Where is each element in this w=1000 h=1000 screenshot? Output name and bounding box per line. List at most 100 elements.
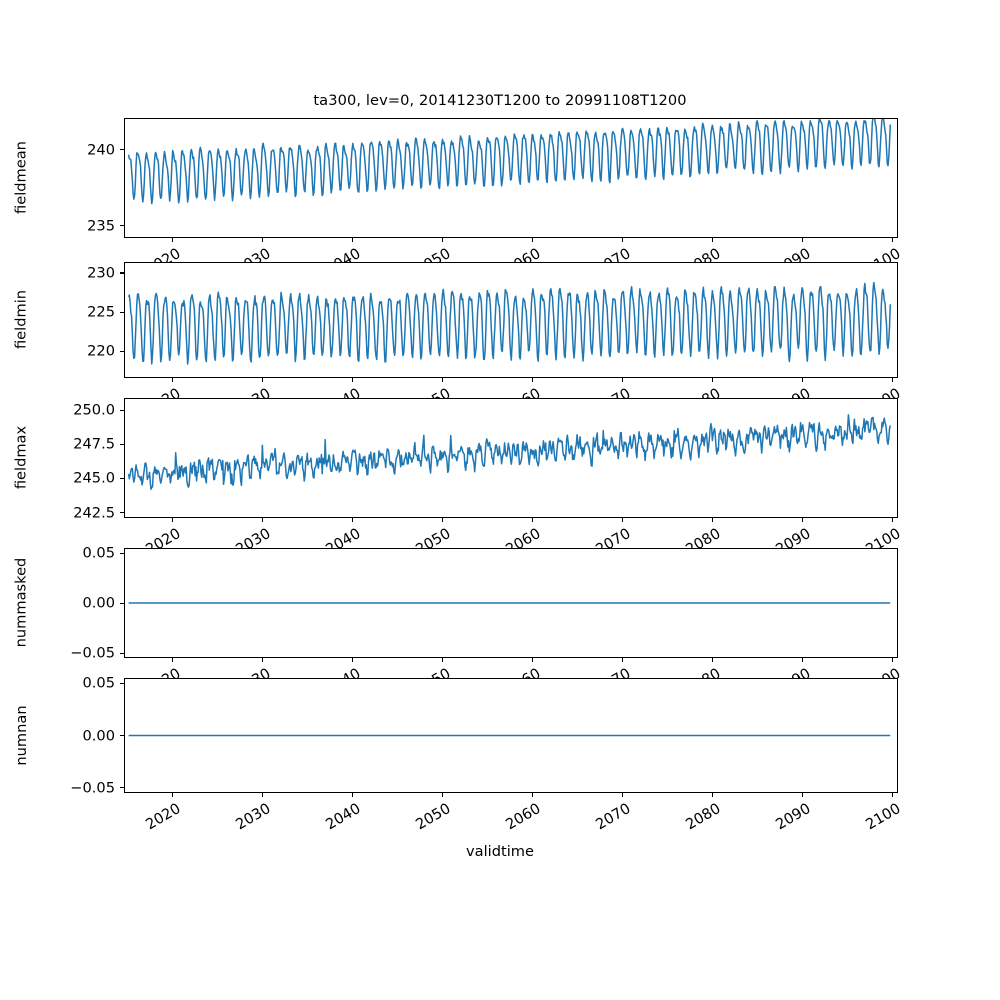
y-tick-mark-numnan-2 — [120, 682, 124, 684]
y-tick-mark-fieldmin-1 — [120, 311, 124, 313]
x-tick-mark-fieldmean-8 — [892, 238, 894, 242]
x-tick-label-numnan-3: 2050 — [412, 800, 454, 834]
x-tick-mark-fieldmean-7 — [802, 238, 804, 242]
x-tick-mark-fieldmean-1 — [262, 238, 264, 242]
x-tick-mark-fieldmax-5 — [622, 518, 624, 522]
x-tick-mark-fieldmin-8 — [892, 378, 894, 382]
plot-panel-fieldmean — [124, 118, 898, 238]
plot-panel-nummasked — [124, 548, 898, 658]
data-line-fieldmin — [129, 283, 891, 364]
y-tick-mark-fieldmean-0 — [120, 225, 124, 227]
x-tick-mark-numnan-4 — [532, 793, 534, 797]
figure-title: ta300, lev=0, 20141230T1200 to 20991108T… — [313, 92, 687, 109]
y-tick-label-nummasked-1: 0.00 — [82, 594, 116, 612]
plot-line-area-fieldmin — [125, 263, 897, 377]
plot-panel-numnan — [124, 678, 898, 793]
x-tick-mark-fieldmax-1 — [262, 518, 264, 522]
x-tick-mark-fieldmax-2 — [352, 518, 354, 522]
y-tick-label-fieldmax-2: 247.5 — [73, 435, 115, 453]
x-axis-label: validtime — [466, 843, 534, 860]
y-tick-mark-nummasked-0 — [120, 652, 124, 654]
y-tick-label-fieldmean-1: 240 — [87, 141, 115, 159]
y-tick-label-fieldmax-3: 250.0 — [73, 401, 115, 419]
x-tick-label-numnan-0: 2020 — [142, 800, 184, 834]
y-tick-mark-numnan-0 — [120, 787, 124, 789]
x-tick-mark-fieldmax-4 — [532, 518, 534, 522]
y-tick-mark-fieldmin-0 — [120, 350, 124, 352]
x-tick-mark-nummasked-6 — [712, 658, 714, 662]
x-tick-mark-fieldmin-3 — [442, 378, 444, 382]
x-tick-mark-fieldmax-7 — [802, 518, 804, 522]
plot-line-area-fieldmax — [125, 399, 897, 517]
x-tick-mark-nummasked-3 — [442, 658, 444, 662]
x-tick-mark-nummasked-7 — [802, 658, 804, 662]
x-tick-mark-fieldmax-6 — [712, 518, 714, 522]
y-tick-mark-fieldmean-1 — [120, 149, 124, 151]
x-tick-label-numnan-7: 2090 — [772, 800, 814, 834]
x-tick-mark-nummasked-4 — [532, 658, 534, 662]
y-tick-mark-fieldmax-1 — [120, 477, 124, 480]
x-tick-mark-fieldmean-2 — [352, 238, 354, 242]
x-tick-mark-numnan-0 — [172, 793, 174, 797]
x-tick-mark-fieldmean-6 — [712, 238, 714, 242]
x-tick-label-numnan-2: 2040 — [322, 800, 364, 834]
x-tick-mark-fieldmax-8 — [892, 518, 894, 522]
y-tick-mark-nummasked-2 — [120, 552, 124, 554]
plot-panel-fieldmax — [124, 398, 898, 518]
x-tick-label-numnan-5: 2070 — [592, 800, 634, 834]
y-tick-label-fieldmin-0: 220 — [87, 342, 115, 360]
x-tick-mark-fieldmean-0 — [172, 238, 174, 242]
y-axis-label-fieldmax: fieldmax — [12, 425, 30, 490]
y-tick-label-numnan-0: −0.05 — [70, 779, 115, 797]
x-tick-mark-nummasked-8 — [892, 658, 894, 662]
y-tick-label-fieldmin-1: 225 — [87, 303, 115, 321]
x-tick-mark-numnan-3 — [442, 793, 444, 797]
x-tick-label-numnan-1: 2030 — [232, 800, 274, 834]
x-tick-mark-numnan-2 — [352, 793, 354, 797]
x-tick-mark-fieldmin-4 — [532, 378, 534, 382]
y-tick-mark-fieldmax-2 — [120, 443, 124, 445]
x-tick-mark-fieldmean-4 — [532, 238, 534, 242]
data-line-fieldmean — [129, 119, 891, 204]
plot-line-area-nummasked — [125, 549, 897, 657]
y-tick-mark-fieldmax-3 — [120, 409, 124, 411]
y-tick-label-fieldmax-0: 242.5 — [73, 504, 115, 522]
x-tick-mark-fieldmin-2 — [352, 378, 354, 382]
y-tick-mark-fieldmin-2 — [120, 272, 124, 274]
x-tick-mark-fieldmin-0 — [172, 378, 174, 382]
x-tick-mark-fieldmin-7 — [802, 378, 804, 382]
y-axis-label-fieldmean: fieldmean — [12, 141, 30, 214]
y-tick-label-fieldmax-1: 245.0 — [73, 469, 115, 487]
plot-line-area-numnan — [125, 679, 897, 792]
x-tick-mark-fieldmax-0 — [172, 518, 174, 522]
y-tick-mark-numnan-1 — [120, 735, 124, 737]
y-tick-label-fieldmin-2: 230 — [87, 264, 115, 282]
x-tick-mark-fieldmean-3 — [442, 238, 444, 242]
plot-panel-fieldmin — [124, 262, 898, 378]
x-tick-mark-numnan-5 — [622, 793, 624, 797]
x-tick-mark-fieldmin-5 — [622, 378, 624, 382]
x-tick-mark-nummasked-0 — [172, 658, 174, 662]
x-tick-mark-fieldmax-3 — [442, 518, 444, 522]
x-tick-mark-fieldmin-1 — [262, 378, 264, 382]
x-tick-mark-fieldmin-6 — [712, 378, 714, 382]
y-tick-label-nummasked-0: −0.05 — [70, 644, 115, 662]
x-tick-mark-numnan-6 — [712, 793, 714, 797]
x-tick-mark-nummasked-5 — [622, 658, 624, 662]
x-tick-mark-numnan-7 — [802, 793, 804, 797]
x-tick-label-numnan-4: 2060 — [502, 800, 544, 834]
x-tick-mark-numnan-1 — [262, 793, 264, 797]
x-tick-mark-fieldmean-5 — [622, 238, 624, 242]
y-tick-label-numnan-1: 0.00 — [82, 727, 116, 744]
y-tick-mark-fieldmax-0 — [120, 512, 124, 514]
x-tick-label-numnan-6: 2080 — [682, 800, 724, 834]
y-tick-label-nummasked-2: 0.05 — [82, 544, 116, 562]
x-tick-mark-nummasked-2 — [352, 658, 354, 662]
y-tick-mark-nummasked-1 — [120, 602, 124, 604]
y-axis-label-numnan: numnan — [12, 704, 30, 766]
x-tick-mark-nummasked-1 — [262, 658, 264, 662]
y-axis-label-fieldmin: fieldmin — [12, 290, 30, 350]
x-tick-label-numnan-8: 2100 — [862, 800, 904, 834]
y-tick-label-numnan-2: 0.05 — [82, 674, 116, 692]
